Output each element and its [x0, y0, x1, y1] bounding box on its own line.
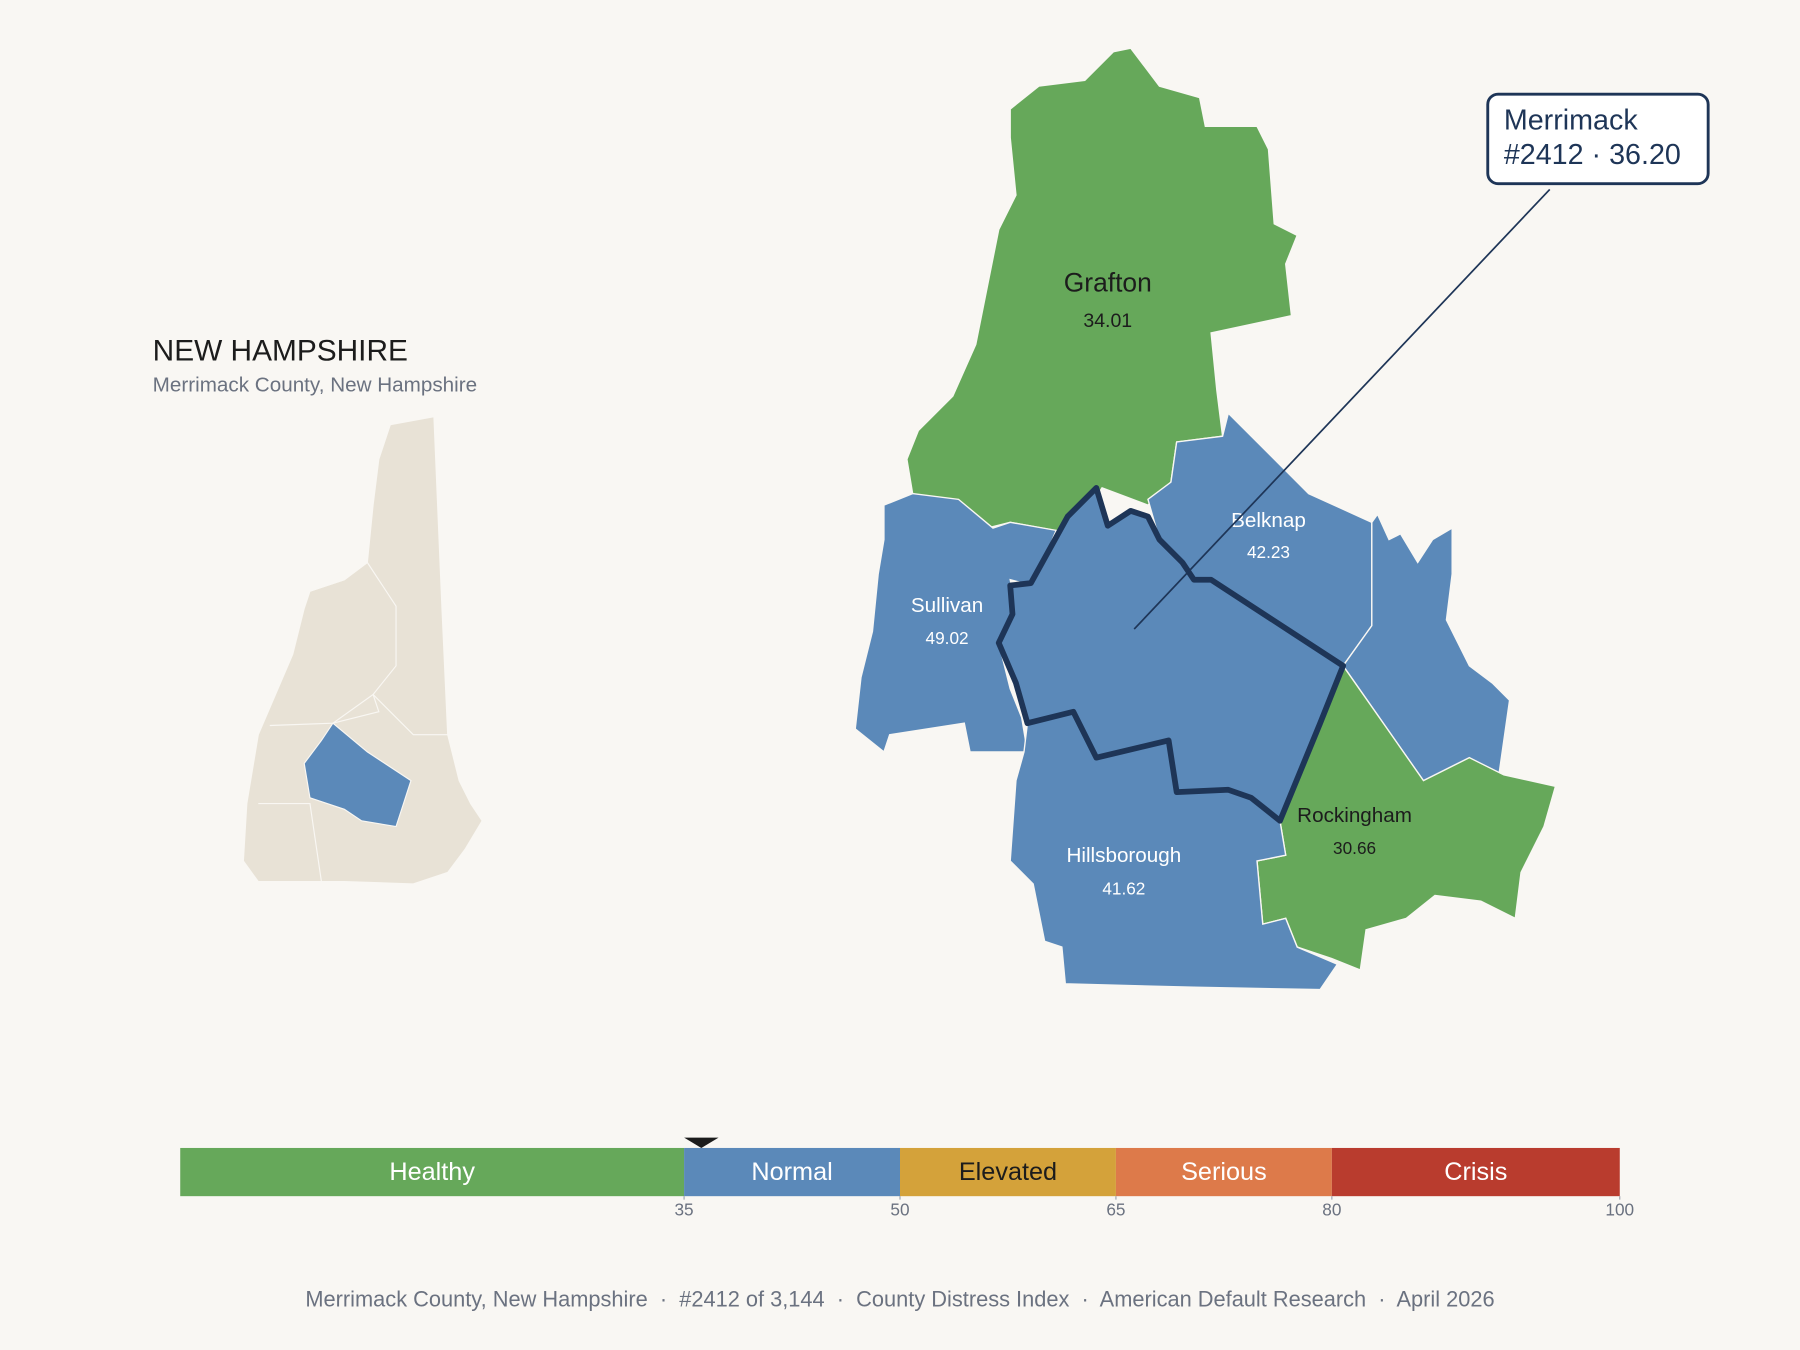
scale-band-label: Healthy [389, 1158, 475, 1186]
county-name: Grafton [1064, 268, 1152, 298]
county-name: Rockingham [1297, 804, 1412, 827]
title: NEW HAMPSHIRE [153, 334, 408, 367]
county-value: 34.01 [1083, 310, 1132, 332]
scale-tick-label: 50 [890, 1200, 909, 1220]
scale-tick-label: 65 [1106, 1200, 1125, 1220]
scale-tick-label: 35 [674, 1200, 693, 1220]
scale-band-label: Crisis [1444, 1158, 1507, 1186]
county-border [269, 693, 448, 736]
callout-detail: #2412 · 36.20 [1504, 139, 1681, 171]
county-name: Hillsborough [1066, 844, 1181, 867]
county-map: Grafton 34.01 Sullivan 49.02 Belknap 42.… [854, 47, 1557, 991]
scale-bar: Healthy Normal Elevated Serious Crisis 35 50 65… [180, 1137, 1634, 1220]
locator-map [242, 416, 483, 885]
county-value: 42.23 [1247, 542, 1290, 562]
callout: Merrimack #2412 · 36.20 [1133, 92, 1710, 630]
scale-tick-label: 100 [1605, 1200, 1634, 1220]
scale-band [1115, 1147, 1332, 1197]
scale-band [180, 1147, 685, 1197]
subtitle: Merrimack County, New Hampshire [153, 373, 477, 396]
scale-band [900, 1147, 1116, 1197]
scale-tick-label: 80 [1322, 1200, 1341, 1220]
scale-band-label: Serious [1181, 1158, 1267, 1186]
highlight-county [303, 722, 412, 828]
county-border [258, 802, 322, 882]
scale-band-label: Normal [751, 1158, 832, 1186]
county-border [309, 561, 397, 724]
scale-marker [684, 1137, 719, 1148]
scale-band [1331, 1147, 1620, 1197]
callout-name: Merrimack [1504, 105, 1639, 137]
county-name: Belknap [1231, 509, 1306, 532]
county-name: Sullivan [911, 594, 983, 617]
county-value: 30.66 [1333, 838, 1376, 858]
county-value: 41.62 [1102, 878, 1145, 898]
scale-band [684, 1147, 900, 1197]
footer: Merrimack County, New Hampshire · #2412 … [305, 1286, 1494, 1311]
callout-box [1486, 92, 1710, 186]
highlight-county [995, 485, 1346, 824]
callout-line [1133, 188, 1551, 630]
county-shape [854, 492, 1058, 754]
scale-band-label: Elevated [959, 1158, 1057, 1186]
county-value: 49.02 [926, 628, 969, 648]
